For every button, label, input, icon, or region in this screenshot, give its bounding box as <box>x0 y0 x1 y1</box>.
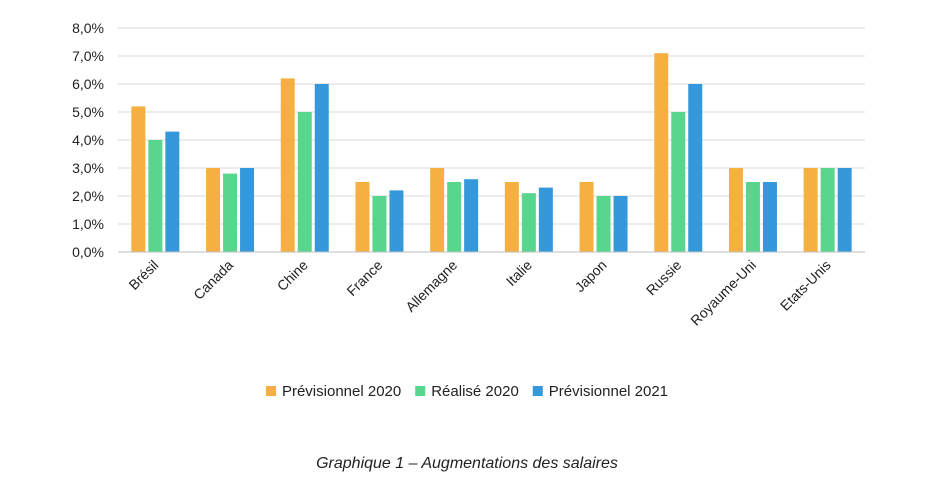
legend-swatch <box>415 386 426 396</box>
figure-caption: Graphique 1 – Augmentations des salaires <box>316 455 618 472</box>
bar <box>165 131 180 252</box>
legend-swatch <box>532 386 543 396</box>
legend-swatch <box>265 386 276 396</box>
bar <box>240 168 255 252</box>
x-category-label: Royaume-Uni <box>687 257 759 329</box>
legend-item: Prévisionnel 2021 <box>532 383 668 400</box>
bar <box>355 182 370 252</box>
y-axis-ticks: 0,0% 1,0% 2,0% 3,0% 4,0% 5,0% 6,0% 7,0% 8,0% <box>72 20 104 260</box>
bar <box>223 173 238 252</box>
bar <box>820 168 835 252</box>
y-tick-label: 8,0% <box>72 20 104 36</box>
category-labels: Brésil Canada Chine France Allemagne Italie Ja… <box>125 257 833 329</box>
bar <box>688 84 703 252</box>
bar <box>504 182 519 252</box>
y-tick-label: 3,0% <box>72 160 104 176</box>
x-category-label: Canada <box>190 257 236 303</box>
bar <box>148 140 163 252</box>
bar <box>206 168 221 252</box>
bar <box>803 168 818 252</box>
bar <box>837 168 852 252</box>
bar <box>762 182 777 252</box>
bar <box>389 190 404 252</box>
y-tick-label: 0,0% <box>72 244 104 260</box>
bar <box>280 78 295 253</box>
legend: Prévisionnel 2020 Réalisé 2020 Prévisionne… <box>265 383 668 400</box>
legend-item: Réalisé 2020 <box>415 383 519 400</box>
bar <box>579 182 594 252</box>
y-tick-label: 4,0% <box>72 132 104 148</box>
y-tick-label: 1,0% <box>72 216 104 232</box>
x-category-label: Brésil <box>125 257 161 293</box>
bar <box>538 187 553 252</box>
bar <box>372 196 387 252</box>
bar <box>613 196 628 252</box>
x-category-label: Russie <box>643 257 685 299</box>
bar <box>131 106 146 253</box>
bar <box>654 53 669 253</box>
y-tick-label: 2,0% <box>72 188 104 204</box>
x-category-label: France <box>343 257 385 299</box>
bar <box>447 182 462 252</box>
legend-label: Réalisé 2020 <box>431 383 519 400</box>
x-category-label: Allemagne <box>402 257 460 315</box>
bar <box>314 84 329 252</box>
bar <box>596 196 611 252</box>
y-tick-label: 7,0% <box>72 48 104 64</box>
legend-label: Prévisionnel 2021 <box>549 383 668 400</box>
bar <box>745 182 760 252</box>
bar <box>521 193 536 252</box>
legend-label: Prévisionnel 2020 <box>282 383 401 400</box>
bar <box>728 168 743 252</box>
bar <box>464 179 479 252</box>
y-tick-label: 5,0% <box>72 104 104 120</box>
x-category-label: Japon <box>571 257 609 295</box>
y-tick-label: 6,0% <box>72 76 104 92</box>
bar <box>430 168 445 252</box>
x-category-label: Italie <box>503 257 535 289</box>
x-category-label: Etats-Unis <box>777 257 834 314</box>
legend-item: Prévisionnel 2020 <box>265 383 401 400</box>
x-category-label: Chine <box>274 257 311 294</box>
bar <box>671 112 686 252</box>
bar <box>297 112 312 252</box>
bars <box>131 53 852 253</box>
